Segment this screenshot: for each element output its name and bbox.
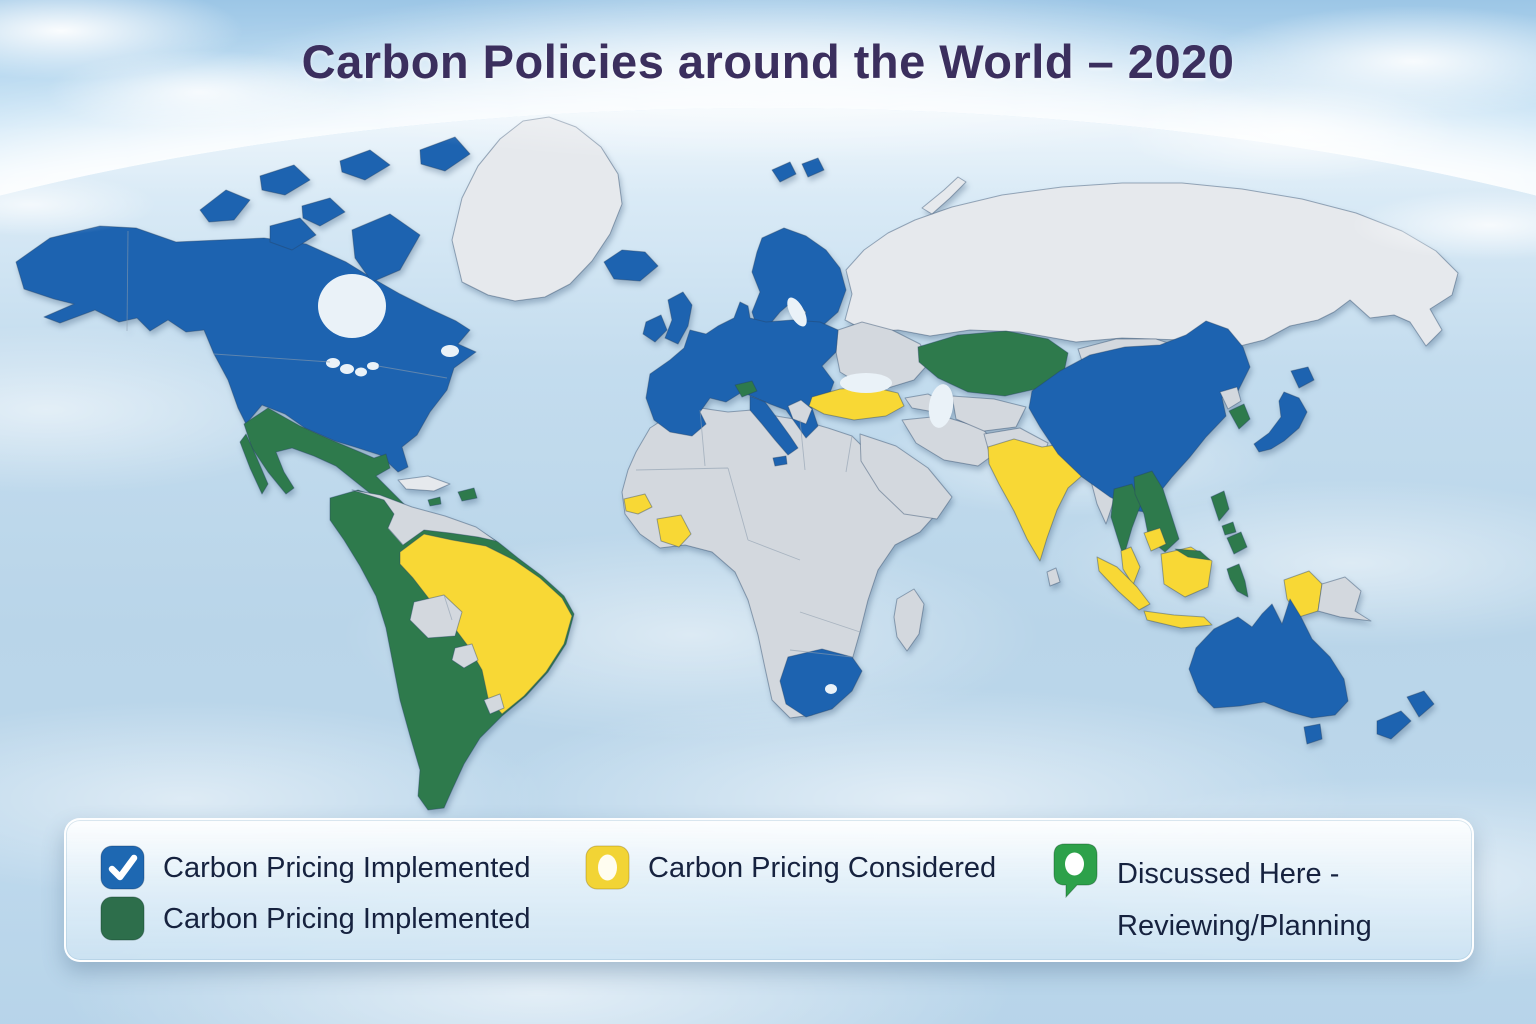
legend-label-discussed: Discussed Here - Reviewing/Planning xyxy=(1117,848,1372,952)
legend-panel xyxy=(64,818,1474,962)
page-title: Carbon Policies around the World – 2020 xyxy=(301,35,1235,88)
legend-label-discussed-line2: Reviewing/Planning xyxy=(1117,910,1372,942)
legend-label-implemented-blue: Carbon Pricing Implemented xyxy=(163,852,531,884)
legend-label-discussed-line1: Discussed Here - xyxy=(1117,858,1340,890)
discussed-here-speech-bubble-icon xyxy=(1053,843,1098,898)
legend-label-implemented-green: Carbon Pricing Implemented xyxy=(163,903,531,935)
carbon-pricing-implemented-square-icon xyxy=(100,896,145,941)
legend-label-considered: Carbon Pricing Considered xyxy=(648,852,997,884)
carbon-pricing-implemented-check-icon xyxy=(100,845,145,890)
carbon-pricing-considered-oval-icon xyxy=(585,845,630,890)
